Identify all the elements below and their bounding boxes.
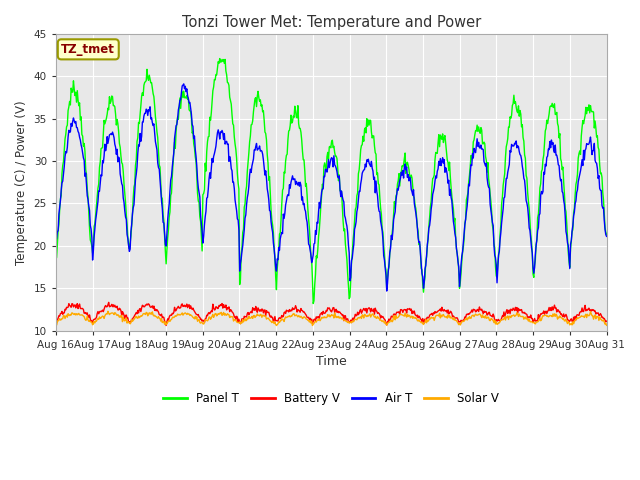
Solar V (175, 312, 183, 317)
Battery V (416, 314, 424, 320)
Line: Battery V: Battery V (56, 302, 607, 325)
Y-axis label: Temperature (C) / Power (V): Temperature (C) / Power (V) (15, 100, 28, 264)
Air T (62, 149, 70, 155)
Air T (52, 237, 60, 243)
Battery V (105, 300, 113, 305)
Air T (204, 186, 212, 192)
Text: TZ_tmet: TZ_tmet (61, 43, 115, 56)
Battery V (163, 323, 170, 328)
Panel T (309, 300, 317, 306)
Solar V (273, 323, 280, 328)
Battery V (400, 307, 408, 313)
Line: Air T: Air T (56, 84, 607, 291)
Solar V (120, 314, 127, 320)
Air T (383, 288, 390, 294)
Line: Solar V: Solar V (56, 311, 607, 325)
Air T (180, 81, 188, 87)
Panel T (175, 117, 182, 122)
Air T (118, 183, 126, 189)
Solar V (603, 323, 611, 328)
Solar V (104, 308, 112, 314)
Air T (400, 175, 408, 181)
Solar V (52, 321, 60, 326)
Battery V (52, 320, 60, 326)
Panel T (62, 132, 70, 137)
Panel T (204, 139, 211, 144)
X-axis label: Time: Time (316, 355, 347, 368)
Panel T (603, 231, 611, 237)
Air T (603, 233, 611, 239)
Solar V (62, 313, 70, 319)
Solar V (400, 312, 408, 318)
Legend: Panel T, Battery V, Air T, Solar V: Panel T, Battery V, Air T, Solar V (159, 387, 504, 409)
Battery V (120, 310, 127, 316)
Solar V (204, 317, 212, 323)
Title: Tonzi Tower Met: Temperature and Power: Tonzi Tower Met: Temperature and Power (182, 15, 481, 30)
Battery V (62, 307, 70, 312)
Air T (416, 239, 424, 245)
Solar V (416, 319, 424, 324)
Panel T (400, 162, 408, 168)
Panel T (416, 241, 424, 247)
Battery V (205, 310, 213, 315)
Air T (175, 107, 182, 113)
Battery V (176, 305, 184, 311)
Line: Panel T: Panel T (56, 59, 607, 303)
Panel T (216, 56, 223, 61)
Panel T (118, 161, 126, 167)
Battery V (603, 318, 611, 324)
Panel T (52, 257, 60, 263)
